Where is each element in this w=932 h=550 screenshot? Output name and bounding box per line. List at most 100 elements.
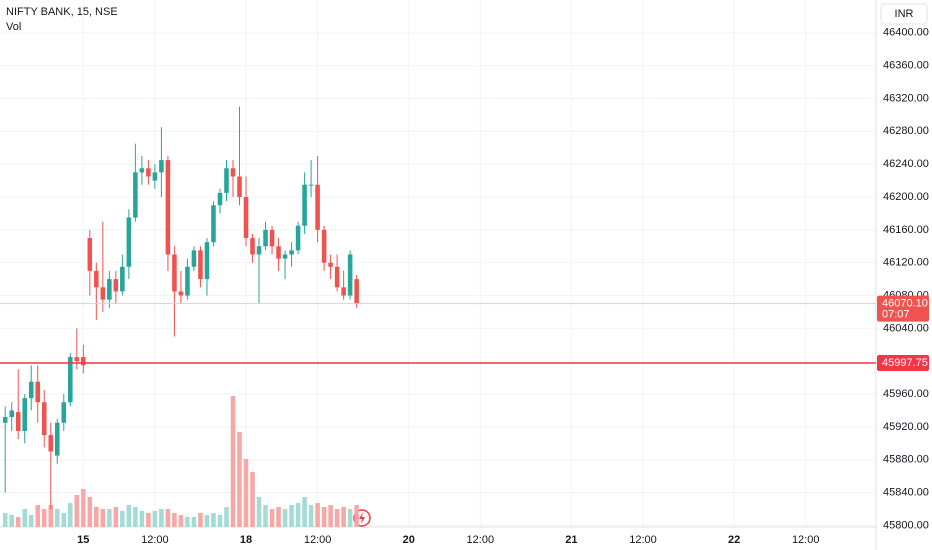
- candle-body: [315, 184, 320, 230]
- candle-body: [321, 229, 327, 263]
- candle-body: [152, 172, 158, 181]
- volume-bar: [41, 509, 47, 527]
- candle-body: [41, 402, 47, 436]
- currency-button[interactable]: [880, 3, 928, 25]
- volume-bar: [113, 507, 119, 527]
- volume-bar: [250, 472, 255, 527]
- candle-body: [28, 381, 34, 399]
- volume-bar: [172, 513, 177, 527]
- x-tick-label: 12:00: [304, 534, 332, 546]
- candle-body: [308, 184, 314, 186]
- y-tick-label: 46160.00: [883, 224, 929, 236]
- volume-bar: [354, 505, 359, 527]
- chart-title: NIFTY BANK, 15, NSE: [6, 6, 118, 18]
- volume-bar: [328, 505, 333, 527]
- candle-body: [15, 412, 21, 431]
- volume-bar: [243, 459, 249, 527]
- y-tick-label: 45800.00: [883, 519, 929, 531]
- candle-body: [224, 168, 229, 193]
- candle-body: [165, 160, 171, 255]
- x-tick-label: 20: [403, 534, 415, 546]
- volume-bar: [165, 509, 171, 527]
- volume-bar: [100, 509, 106, 527]
- candle-body: [178, 291, 184, 296]
- candle-body: [74, 357, 80, 362]
- volume-bar: [198, 513, 203, 527]
- volume-bar: [185, 517, 190, 527]
- currency-label[interactable]: INR: [895, 8, 914, 20]
- volume-bar: [263, 505, 268, 527]
- x-tick-label: 22: [728, 534, 740, 546]
- y-tick-label: 46280.00: [883, 125, 929, 137]
- volume-bar: [107, 509, 112, 527]
- volume-label: Vol: [6, 21, 21, 33]
- x-tick-label: 12:00: [141, 534, 169, 546]
- candle-body: [107, 279, 112, 300]
- volume-bar: [315, 503, 320, 527]
- x-tick-label: 12:00: [792, 534, 820, 546]
- volume-bar: [178, 515, 184, 527]
- candle-body: [172, 254, 177, 292]
- x-tick-label: 12:00: [629, 534, 657, 546]
- y-tick-label: 45920.00: [883, 421, 929, 433]
- volume-bar: [68, 503, 73, 527]
- y-tick-label: 46040.00: [883, 322, 929, 334]
- countdown-label: 07:07: [882, 309, 910, 321]
- candle-body: [250, 238, 255, 255]
- candle-body: [54, 422, 60, 456]
- volume-bar: [28, 515, 34, 527]
- candle-body: [159, 160, 164, 173]
- volume-bar: [152, 511, 158, 527]
- candle-body: [334, 266, 340, 288]
- candle-body: [276, 246, 281, 259]
- volume-bar: [120, 511, 125, 527]
- y-tick-label: 46400.00: [883, 27, 929, 39]
- y-tick-label: 46120.00: [883, 257, 929, 269]
- volume-bar: [133, 507, 138, 527]
- y-tick-label: 46360.00: [883, 60, 929, 72]
- volume-bar: [15, 517, 21, 527]
- y-tick-label: 46320.00: [883, 92, 929, 104]
- volume-bar: [230, 396, 236, 527]
- volume-bar: [237, 432, 242, 527]
- volume-bar: [146, 513, 151, 527]
- volume-bar: [211, 513, 216, 527]
- candle-body: [204, 242, 210, 280]
- candle-body: [87, 238, 93, 271]
- volume-bar: [126, 505, 132, 527]
- volume-bar: [48, 505, 54, 527]
- volume-bar: [347, 509, 353, 527]
- x-tick-label: 15: [77, 534, 89, 546]
- volume-bar: [159, 509, 164, 527]
- candle-body: [289, 250, 294, 255]
- volume-bar: [87, 497, 93, 527]
- volume-bar: [204, 515, 210, 527]
- volume-bar: [276, 507, 281, 527]
- candle-body: [191, 250, 197, 267]
- candle-body: [198, 250, 203, 280]
- volume-bar: [191, 517, 197, 527]
- level-badge: [877, 355, 929, 372]
- x-tick-label: 18: [240, 534, 252, 546]
- volume-bar: [61, 513, 67, 527]
- candle-body: [354, 279, 359, 304]
- candle-body: [295, 225, 301, 251]
- y-tick-label: 46240.00: [883, 158, 929, 170]
- volume-bar: [302, 497, 307, 527]
- level-label: 45997.75: [882, 357, 928, 369]
- y-tick-label: 45840.00: [883, 486, 929, 498]
- volume-bar: [256, 497, 262, 527]
- candle-body: [347, 254, 353, 296]
- volume-bar: [321, 507, 327, 527]
- volume-bar: [308, 505, 314, 527]
- volume-bar: [94, 507, 99, 527]
- candle-body: [269, 229, 275, 247]
- candle-body: [217, 192, 223, 206]
- volume-bar: [341, 507, 346, 527]
- candle-body: [263, 229, 268, 247]
- last-price-badge: [877, 295, 929, 322]
- volume-bar: [74, 495, 80, 527]
- volume-bar: [289, 505, 294, 527]
- volume-bar: [2, 513, 8, 527]
